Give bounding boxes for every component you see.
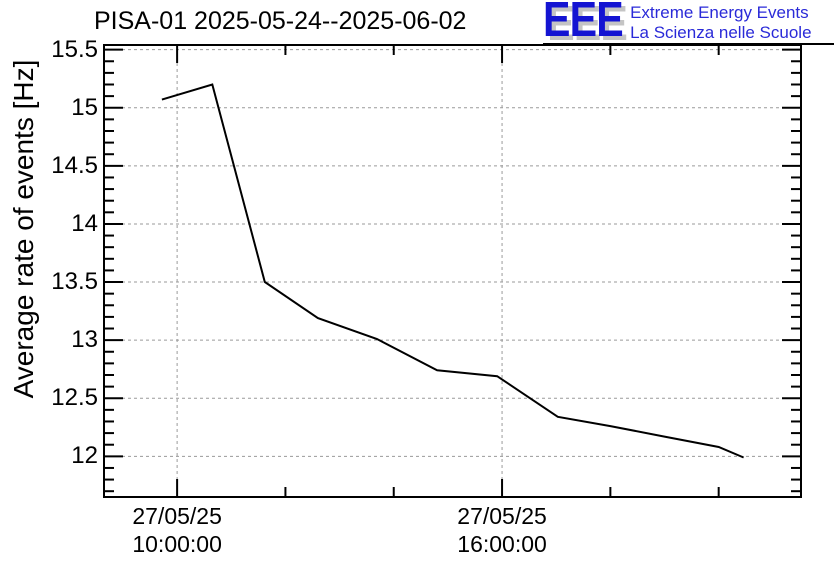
y-tick-label: 15.5 <box>28 35 98 63</box>
x-tick-label: 27/05/25 16:00:00 <box>432 502 572 558</box>
plot-frame <box>103 44 802 498</box>
eee-logo-tagline: Extreme Energy Events La Scienza nelle S… <box>630 2 811 43</box>
y-tick-label-line1: 12.5 <box>51 384 98 412</box>
y-tick-label-line1: 15.5 <box>51 35 98 63</box>
x-tick-label-line1: 27/05/25 <box>132 503 222 529</box>
y-tick-label-line1: 14.5 <box>51 151 98 179</box>
rate-line <box>161 83 744 459</box>
eee-logo-tagline-line2: La Scienza nelle Scuole <box>630 23 812 42</box>
y-tick-label-line1: 12 <box>71 442 98 470</box>
y-tick-label: 12 <box>28 444 98 468</box>
y-tick-label-line1: 13 <box>71 326 98 354</box>
x-tick-label-line2: 10:00:00 <box>132 531 222 557</box>
x-tick-label-line1: 27/05/25 <box>457 503 547 529</box>
y-tick-label: 13 <box>28 328 98 352</box>
x-tick-label: 27/05/25 10:00:00 <box>107 502 247 558</box>
eee-logo: EEE Extreme Energy Events La Scienza nel… <box>543 0 834 47</box>
chart-title: PISA-01 2025-05-24--2025-06-02 <box>94 7 467 35</box>
x-tick-label-line2: 16:00:00 <box>457 531 547 557</box>
y-tick-label: 14.5 <box>28 151 98 179</box>
y-tick-label: 12.5 <box>28 386 98 410</box>
y-tick-label: 13.5 <box>28 270 98 294</box>
y-tick-label-line1: 15 <box>71 93 98 121</box>
eee-logo-tagline-line1: Extreme Energy Events <box>630 3 809 22</box>
y-tick-label: 14 <box>28 209 98 237</box>
eee-logo-letters: EEE <box>543 0 624 47</box>
y-tick-label: 15 <box>28 93 98 121</box>
y-tick-label-line1: 14 <box>71 209 98 237</box>
y-tick-label-line1: 13.5 <box>51 268 98 296</box>
